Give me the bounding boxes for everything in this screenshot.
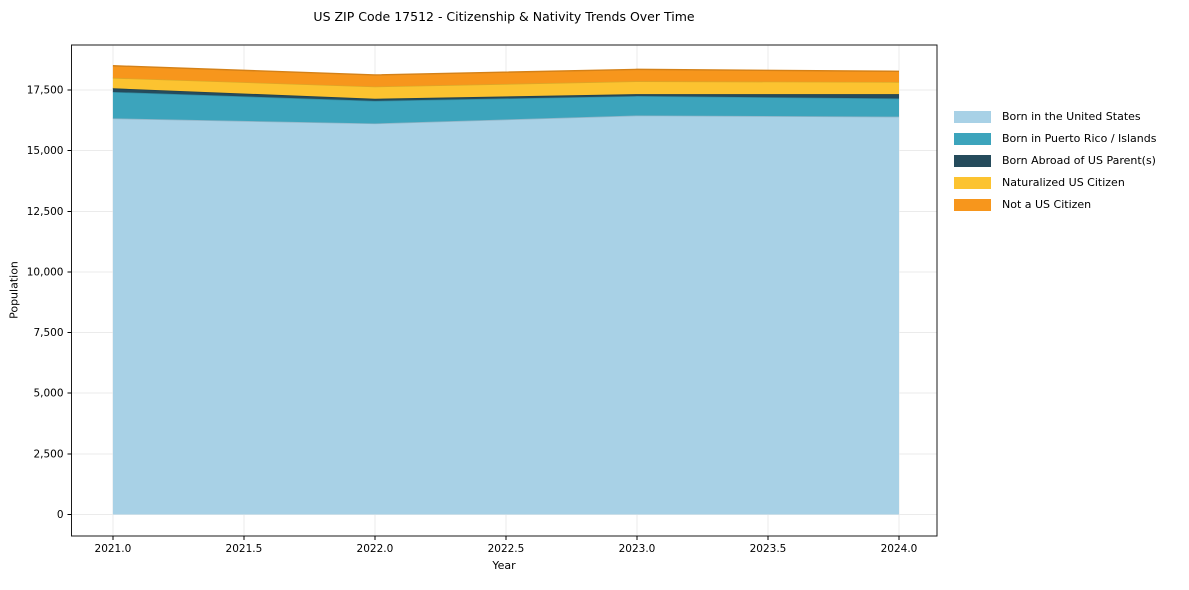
y-tick-label: 5,000 [33,388,63,400]
y-tick-label: 7,500 [33,327,63,339]
y-tick-label: 2,500 [33,448,63,460]
legend-label: Born in the United States [1002,110,1141,123]
chart-title: US ZIP Code 17512 - Citizenship & Nativi… [313,9,695,24]
area-series-3 [112,77,900,99]
x-tick-label: 2021.5 [226,543,263,555]
x-tick-label: 2022.5 [488,543,525,555]
legend-item-4: Not a US Citizen [954,198,1156,211]
legend-item-3: Naturalized US Citizen [954,176,1156,189]
area-series-1 [112,91,900,124]
x-tick-label: 2021.0 [95,543,132,555]
legend-swatch [954,154,991,167]
legend-label: Born in Puerto Rico / Islands [1002,132,1157,145]
y-tick-label: 15,000 [27,145,64,157]
legend-item-0: Born in the United States [954,110,1156,123]
area-series-0 [112,115,900,515]
legend-item-2: Born Abroad of US Parent(s) [954,154,1156,167]
area-series-2 [112,88,900,101]
y-tick-label: 12,500 [27,206,64,218]
legend-label: Naturalized US Citizen [1002,176,1125,189]
legend-label: Not a US Citizen [1002,198,1092,211]
legend-swatch [954,132,991,145]
legend-swatch [954,198,991,211]
x-tick-label: 2023.5 [750,543,787,555]
legend: Born in the United States Born in Puerto … [954,110,1156,220]
plot-border [71,44,938,537]
x-axis-label: Year [492,559,516,572]
x-tick-label: 2024.0 [881,543,918,555]
legend-swatch [954,176,991,189]
y-tick-label: 10,000 [27,266,64,278]
legend-item-1: Born in Puerto Rico / Islands [954,132,1156,145]
y-tick-label: 0 [57,509,64,521]
x-tick-label: 2022.0 [357,543,394,555]
legend-swatch [954,110,991,123]
y-tick-label: 17,500 [27,84,64,96]
legend-label: Born Abroad of US Parent(s) [1002,154,1156,167]
y-axis-label: Population [7,261,21,319]
area-series-4 [112,65,900,87]
x-tick-label: 2023.0 [619,543,656,555]
area-edge-4 [112,65,900,76]
